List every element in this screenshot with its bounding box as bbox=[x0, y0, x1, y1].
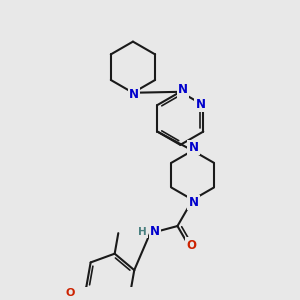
Text: H: H bbox=[138, 226, 147, 236]
Text: O: O bbox=[187, 238, 197, 251]
Text: N: N bbox=[195, 98, 206, 111]
Text: N: N bbox=[178, 83, 188, 96]
Text: N: N bbox=[189, 196, 199, 209]
Text: N: N bbox=[189, 141, 199, 154]
Text: N: N bbox=[129, 88, 139, 101]
Text: N: N bbox=[150, 225, 160, 238]
Text: O: O bbox=[65, 288, 75, 298]
